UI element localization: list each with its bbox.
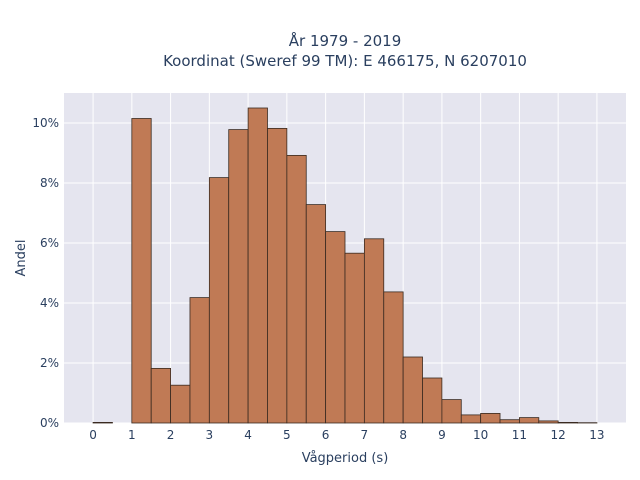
x-tick-label: 11 [512,428,527,442]
histogram-bar [170,384,191,424]
histogram-bar [441,399,462,424]
y-tick-label: 4% [40,296,59,310]
x-tick-label: 1 [128,428,136,442]
x-tick-label: 5 [283,428,291,442]
histogram-bar [228,129,249,424]
x-axis-label: Vågperiod (s) [302,451,389,466]
x-tick-label: 9 [438,428,446,442]
histogram-bar [267,127,288,424]
y-tick-label: 0% [40,416,59,430]
histogram-bar [460,414,482,424]
histogram-bar [557,421,578,424]
bars [92,107,598,424]
histogram-bar [344,252,365,424]
y-tick-label: 10% [32,116,59,130]
histogram-bar [325,231,346,424]
histogram-bar [480,412,501,424]
histogram-bar [131,118,152,424]
histogram-bar [247,107,268,424]
y-axis-ticks: 0% 2% 4% 6% 8% 10% [32,116,59,430]
chart-subtitle: Koordinat (Sweref 99 TM): E 466175, N 62… [163,52,527,70]
x-tick-label: 12 [551,428,566,442]
histogram-bar [422,377,443,424]
y-tick-label: 8% [40,176,59,190]
histogram-bar [402,356,423,424]
y-tick-label: 6% [40,236,59,250]
histogram-bar [305,204,327,424]
histogram-bar [499,419,520,424]
x-tick-label: 3 [206,428,214,442]
x-tick-label: 13 [589,428,604,442]
histogram-bar [383,291,404,424]
histogram-bar [363,238,385,424]
histogram-bar [92,421,113,424]
x-tick-label: 4 [244,428,252,442]
x-axis-ticks: 0 1 2 3 4 5 6 7 8 9 10 11 12 13 [89,428,604,442]
y-tick-label: 2% [40,356,59,370]
histogram-bar [286,154,307,424]
x-tick-label: 10 [473,428,488,442]
chart-title: År 1979 - 2019 [289,31,402,50]
histogram-bar [189,297,210,424]
x-tick-label: 6 [322,428,330,442]
x-tick-label: 8 [399,428,407,442]
histogram-bar [150,367,171,424]
x-tick-label: 2 [167,428,175,442]
y-axis-label: Andel [14,240,29,277]
histogram-bar [208,177,230,424]
histogram-bar [538,420,559,424]
histogram-bar [519,417,540,424]
x-tick-label: 7 [361,428,369,442]
x-tick-label: 0 [89,428,97,442]
